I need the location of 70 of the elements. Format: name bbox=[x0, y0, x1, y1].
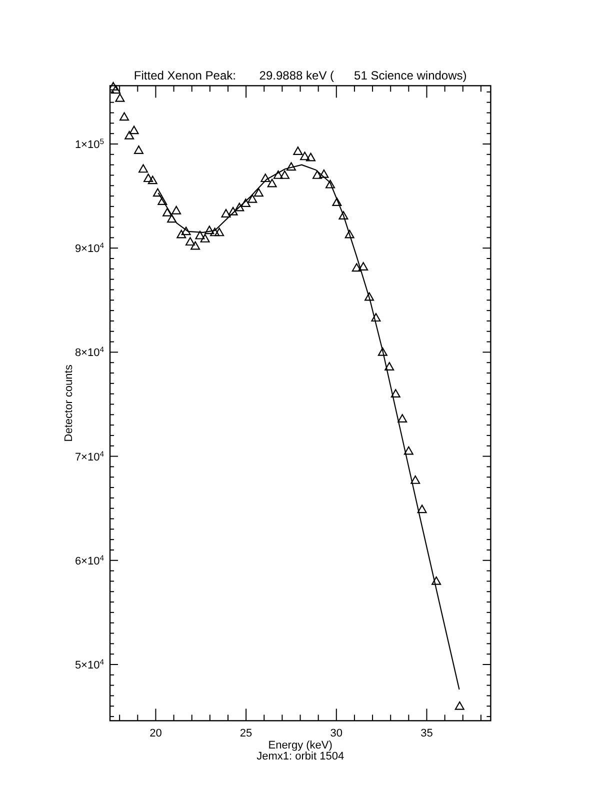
point bbox=[390, 389, 400, 398]
y-tick-label: 1×10$^{5}$ bbox=[74, 136, 104, 151]
point bbox=[190, 241, 200, 250]
y-tick-label: 5×10$^{4}$ bbox=[74, 656, 105, 672]
point bbox=[454, 701, 464, 710]
point bbox=[352, 263, 362, 272]
point bbox=[248, 194, 258, 203]
point bbox=[162, 208, 172, 216]
point bbox=[319, 169, 329, 178]
point bbox=[195, 230, 205, 240]
point bbox=[312, 170, 322, 179]
point bbox=[417, 504, 427, 514]
point bbox=[234, 202, 244, 212]
point bbox=[254, 188, 264, 197]
y-tick-label: 8×10$^{4}$ bbox=[74, 344, 105, 360]
point bbox=[134, 145, 144, 154]
point bbox=[306, 152, 316, 162]
x-tick-label: 30 bbox=[330, 728, 343, 740]
point bbox=[326, 180, 336, 188]
point bbox=[200, 234, 210, 242]
point bbox=[210, 228, 220, 236]
point bbox=[398, 414, 408, 423]
point bbox=[124, 130, 134, 140]
point bbox=[300, 152, 310, 160]
point bbox=[332, 198, 342, 206]
point bbox=[152, 188, 162, 197]
point bbox=[204, 226, 214, 234]
point bbox=[176, 230, 186, 238]
point bbox=[158, 196, 168, 205]
text: Jemx1: orbit 1504 bbox=[256, 750, 344, 763]
point bbox=[221, 208, 231, 218]
point bbox=[260, 174, 270, 182]
x-tick-label: 25 bbox=[240, 728, 252, 740]
point bbox=[410, 475, 420, 484]
point bbox=[172, 206, 182, 214]
point bbox=[338, 211, 348, 220]
point bbox=[167, 214, 177, 223]
point bbox=[273, 170, 283, 179]
point bbox=[144, 174, 154, 182]
y-tick-label: 6×10$^{4}$ bbox=[74, 552, 105, 568]
y-axis-title: Detector counts bbox=[63, 364, 75, 442]
point bbox=[148, 176, 158, 184]
point bbox=[293, 146, 303, 155]
point bbox=[185, 237, 195, 246]
x-tick-label: 20 bbox=[150, 728, 162, 740]
x-tick-label: 35 bbox=[420, 728, 433, 740]
chart-title: Fitted Xenon Peak: 29.9888 keV ( 51 Science windows) bbox=[134, 68, 467, 83]
point bbox=[138, 164, 148, 173]
point bbox=[371, 313, 381, 322]
point bbox=[111, 85, 121, 94]
point bbox=[115, 93, 125, 102]
x-axis-title: Energy (keV) bbox=[268, 740, 332, 752]
point bbox=[344, 230, 354, 238]
point bbox=[129, 126, 139, 134]
point bbox=[378, 347, 388, 356]
point bbox=[120, 112, 130, 121]
point bbox=[286, 162, 296, 171]
point bbox=[267, 178, 277, 188]
point bbox=[240, 198, 250, 208]
point bbox=[358, 262, 368, 271]
point bbox=[432, 576, 442, 585]
point bbox=[214, 228, 224, 236]
point bbox=[364, 292, 374, 301]
point bbox=[228, 206, 238, 216]
y-tick-label: 7×10$^{4}$ bbox=[74, 448, 105, 464]
point bbox=[404, 446, 414, 455]
point bbox=[181, 226, 191, 236]
y-tick-label: 9×10$^{4}$ bbox=[74, 240, 105, 256]
point bbox=[384, 362, 394, 370]
point bbox=[280, 170, 290, 179]
